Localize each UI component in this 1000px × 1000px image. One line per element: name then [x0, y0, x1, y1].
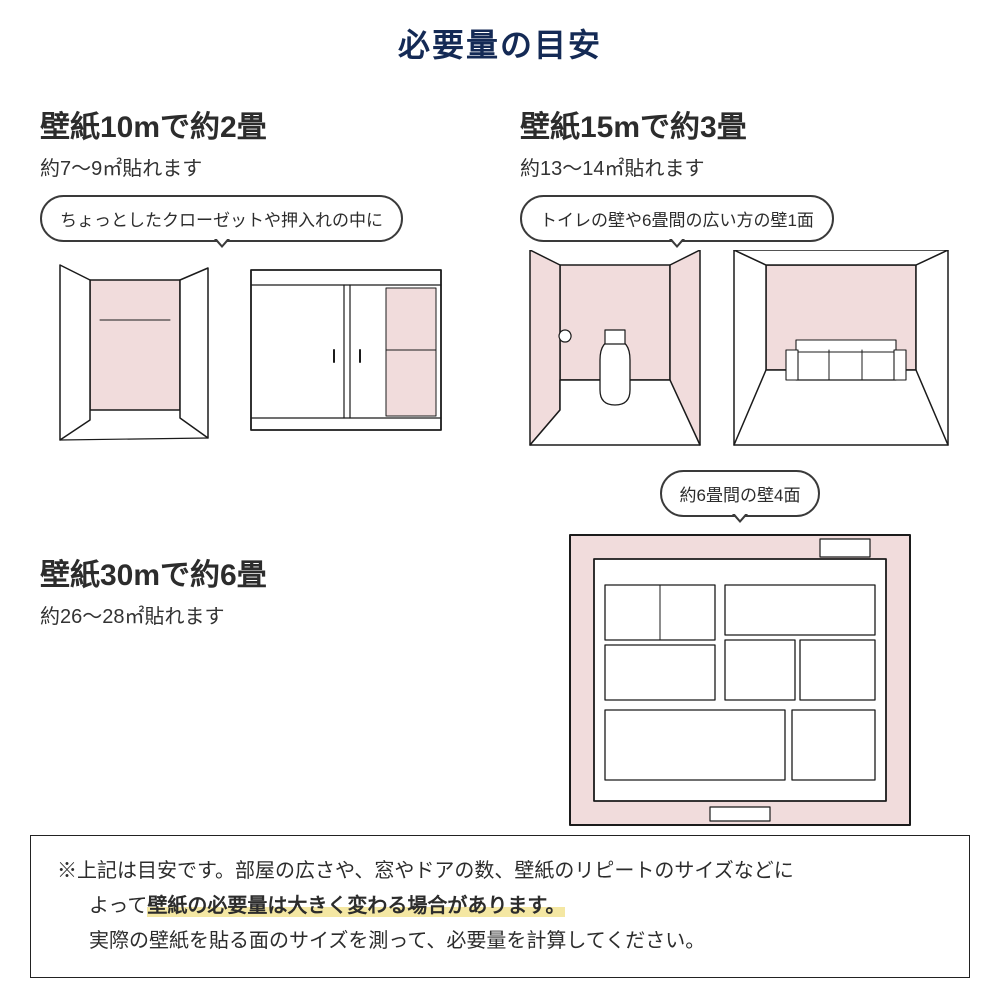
note-line2: よって壁紙の必要量は大きく変わる場合があります。	[89, 889, 943, 924]
panel-15m-bubble: トイレの壁や6畳間の広い方の壁1面	[520, 195, 834, 242]
panel-15m: 壁紙15mで約3畳 約13〜14㎡貼れます トイレの壁や6畳間の広い方の壁1面	[520, 102, 960, 450]
oshiire-icon	[236, 250, 456, 450]
panel-30m: 壁紙30mで約6畳 約26〜28㎡貼れます	[40, 530, 480, 840]
panel-10m-heading: 壁紙10mで約2畳	[40, 102, 480, 146]
panel-10m-illustrations	[40, 250, 480, 450]
closet-open-icon	[40, 250, 220, 450]
page-title: 必要量の目安	[40, 20, 960, 66]
panel-30m-sub: 約26〜28㎡貼れます	[40, 600, 480, 629]
panel-10m-sub: 約7〜9㎡貼れます	[40, 152, 480, 181]
toilet-room-icon	[520, 250, 710, 450]
panel-10m-bubble: ちょっとしたクローゼットや押入れの中に	[40, 195, 403, 242]
panel-15m-illustrations	[520, 250, 960, 450]
panel-15m-heading: 壁紙15mで約3畳	[520, 102, 960, 146]
panel-15m-sub: 約13〜14㎡貼れます	[520, 152, 960, 181]
panel-30m-bubble: 約6畳間の壁4面	[660, 470, 821, 517]
note-line2-prefix: よって	[89, 895, 147, 917]
panel-30m-right: 約6畳間の壁4面	[520, 470, 960, 840]
room-plan-icon	[560, 525, 920, 835]
panel-grid: 壁紙10mで約2畳 約7〜9㎡貼れます ちょっとしたクローゼットや押入れの中に …	[40, 102, 960, 840]
panel-30m-heading: 壁紙30mで約6畳	[40, 550, 480, 594]
note-highlight: 壁紙の必要量は大きく変わる場合があります。	[147, 895, 565, 917]
living-one-wall-icon	[726, 250, 956, 450]
note-line3: 実際の壁紙を貼る面のサイズを測って、必要量を計算してください。	[89, 924, 943, 959]
note-box: ※上記は目安です。部屋の広さや、窓やドアの数、壁紙のリピートのサイズなどに よっ…	[30, 835, 970, 978]
panel-10m: 壁紙10mで約2畳 約7〜9㎡貼れます ちょっとしたクローゼットや押入れの中に	[40, 102, 480, 450]
note-line1: ※上記は目安です。部屋の広さや、窓やドアの数、壁紙のリピートのサイズなどに	[57, 854, 943, 889]
